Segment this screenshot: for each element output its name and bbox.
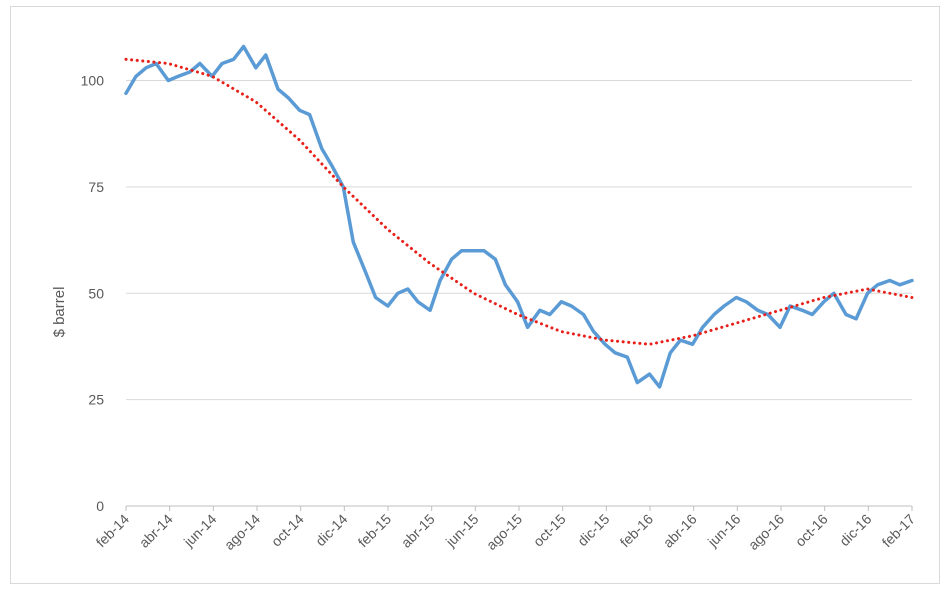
x-tick-label: jun-15: [442, 511, 482, 551]
x-tick-label: oct-14: [268, 511, 307, 550]
x-tick-label: oct-16: [792, 511, 831, 550]
x-tick-label: feb-16: [617, 511, 657, 551]
y-tick-label: 50: [88, 285, 104, 301]
x-tick-label: jun-16: [704, 511, 744, 551]
gridlines: [126, 80, 912, 401]
x-tick-label: ago-16: [745, 511, 787, 553]
x-tick-label: feb-15: [355, 511, 395, 551]
x-axis: [125, 505, 913, 511]
x-tick-label: jun-14: [180, 511, 220, 551]
x-tick-label: dic-14: [312, 511, 350, 549]
x-tick-label: ago-15: [483, 511, 525, 553]
x-tick-labels: feb-14 abr-14 jun-14 ago-14 oct-14 dic-14 feb-…: [93, 511, 919, 553]
price-series-line: [124, 44, 914, 389]
y-tick-label: 0: [96, 498, 104, 514]
y-tick-label: 75: [88, 179, 104, 195]
x-tick-label: dic-16: [836, 511, 874, 549]
y-tick-label: 25: [88, 392, 104, 408]
x-tick-label: feb-14: [93, 511, 133, 551]
y-axis: 0 25 50 75 100: [81, 73, 105, 514]
y-tick-label: 100: [81, 73, 105, 89]
x-tick-label: abr-15: [398, 511, 438, 551]
x-tick-label: abr-14: [136, 511, 176, 551]
x-tick-label: abr-16: [660, 511, 700, 551]
y-axis-title: $ barrel: [51, 287, 68, 338]
x-tick-label: feb-17: [879, 511, 919, 551]
series-group: [124, 44, 914, 389]
x-tick-label: ago-14: [221, 511, 263, 553]
x-tick-label: oct-15: [530, 511, 569, 550]
trend-series-line: [124, 57, 914, 346]
x-tick-label: dic-15: [574, 511, 612, 549]
